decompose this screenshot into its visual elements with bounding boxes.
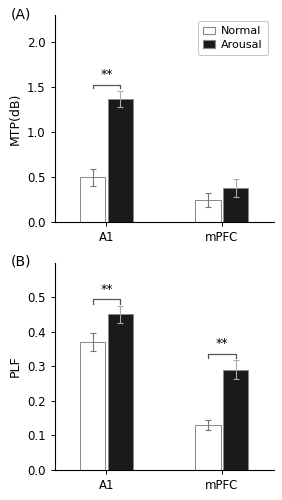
Bar	[80, 342, 105, 469]
Bar	[108, 314, 133, 470]
Y-axis label: MTP(dB): MTP(dB)	[8, 92, 21, 145]
Bar	[80, 178, 105, 222]
Bar	[223, 370, 248, 470]
Bar	[223, 188, 248, 222]
Bar	[195, 200, 221, 222]
Bar	[108, 99, 133, 222]
Text: **: **	[215, 337, 228, 350]
Text: (A): (A)	[11, 7, 31, 21]
Text: **: **	[100, 283, 113, 296]
Legend: Normal, Arousal: Normal, Arousal	[198, 21, 268, 56]
Bar	[195, 425, 221, 470]
Text: **: **	[100, 68, 113, 81]
Y-axis label: PLF: PLF	[8, 356, 21, 377]
Text: (B): (B)	[11, 254, 31, 268]
